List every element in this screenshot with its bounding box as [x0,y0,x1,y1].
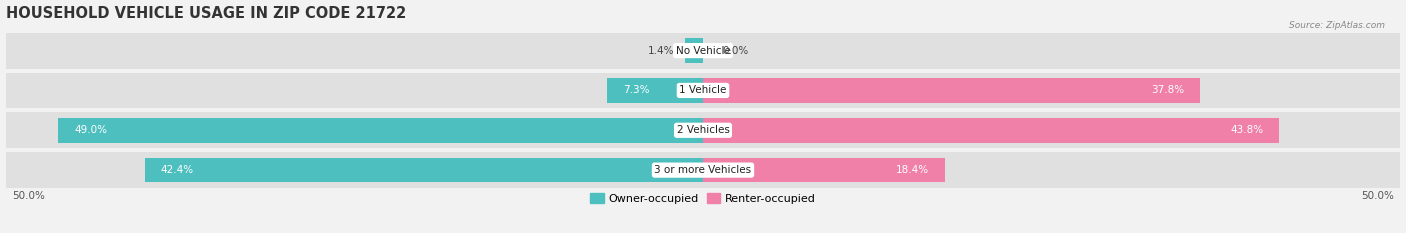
Bar [607,78,703,103]
Bar [703,118,1279,143]
Text: 0.0%: 0.0% [723,46,749,56]
Bar [6,33,1400,69]
Text: 50.0%: 50.0% [13,191,45,201]
Bar [6,112,1400,148]
Text: 50.0%: 50.0% [1361,191,1393,201]
Text: No Vehicle: No Vehicle [675,46,731,56]
Text: 1 Vehicle: 1 Vehicle [679,86,727,96]
Text: 18.4%: 18.4% [896,165,929,175]
Bar [58,118,703,143]
Text: Source: ZipAtlas.com: Source: ZipAtlas.com [1289,21,1385,30]
Text: 1.4%: 1.4% [648,46,673,56]
Bar [703,78,1201,103]
Text: 43.8%: 43.8% [1230,125,1264,135]
Legend: Owner-occupied, Renter-occupied: Owner-occupied, Renter-occupied [586,189,820,208]
Bar [6,72,1400,108]
Text: 49.0%: 49.0% [75,125,107,135]
Text: 7.3%: 7.3% [623,86,650,96]
Text: 37.8%: 37.8% [1152,86,1185,96]
Bar [685,38,703,63]
Text: HOUSEHOLD VEHICLE USAGE IN ZIP CODE 21722: HOUSEHOLD VEHICLE USAGE IN ZIP CODE 2172… [6,6,406,21]
Text: 3 or more Vehicles: 3 or more Vehicles [654,165,752,175]
Bar [145,158,703,182]
Text: 2 Vehicles: 2 Vehicles [676,125,730,135]
Text: 42.4%: 42.4% [160,165,194,175]
Bar [703,158,945,182]
Bar [6,152,1400,188]
